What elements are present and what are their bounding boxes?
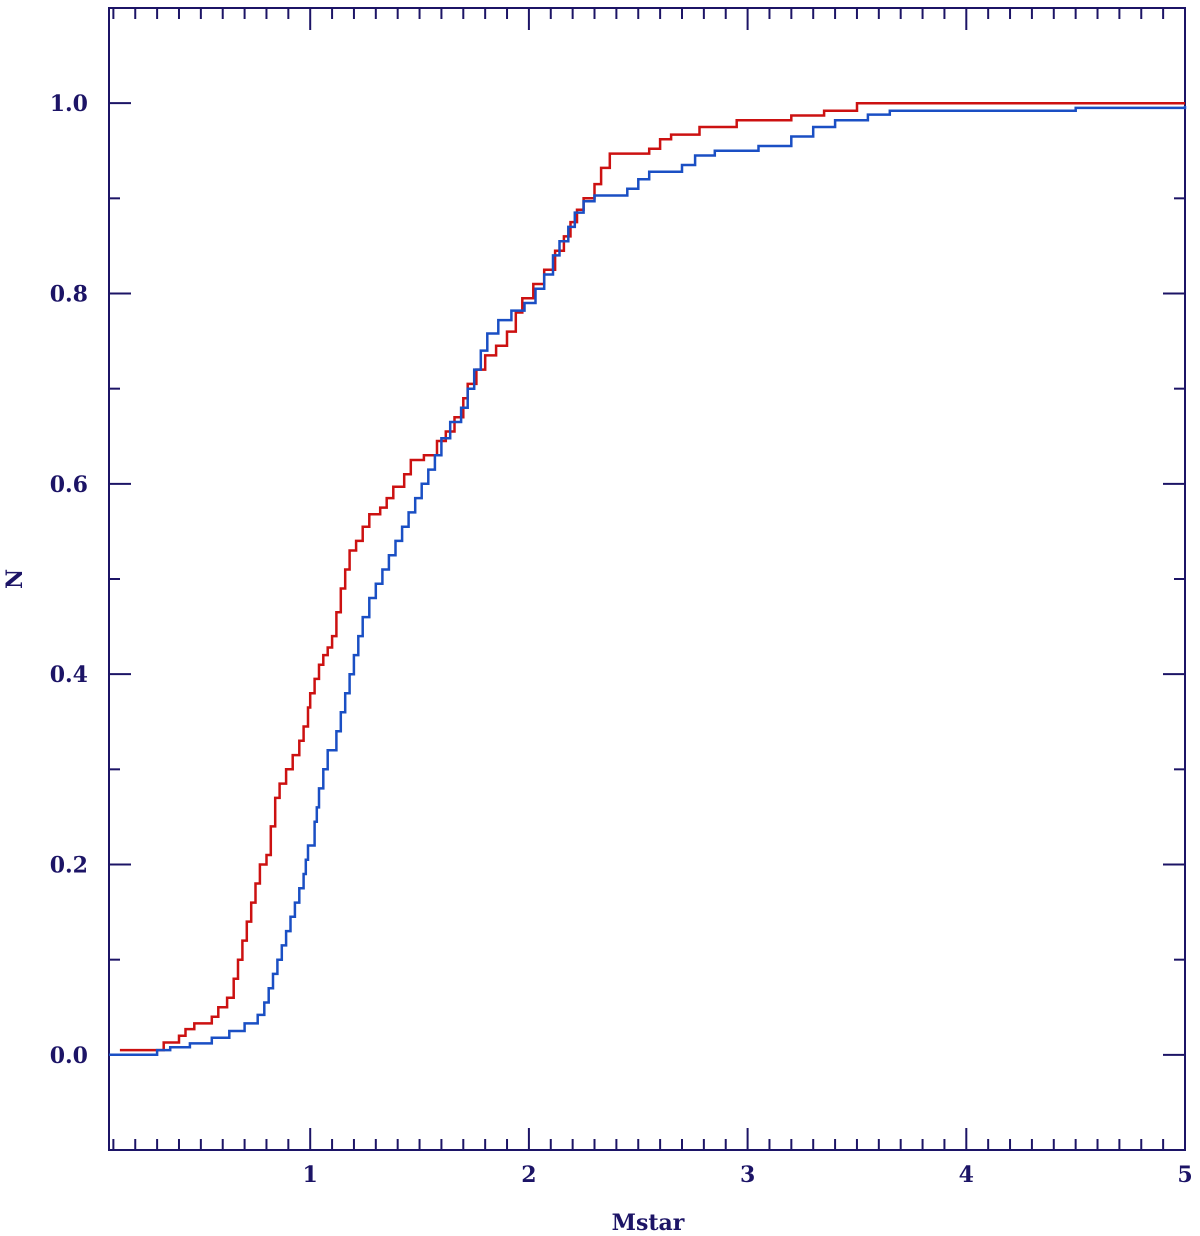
x-tick-label: 5 bbox=[1177, 1162, 1192, 1188]
y-tick-label: 0.2 bbox=[50, 853, 88, 879]
x-tick-label: 1 bbox=[303, 1162, 318, 1188]
y-tick-label: 1.0 bbox=[50, 91, 88, 117]
series-group bbox=[109, 101, 1187, 1057]
y-tick-label: 0.0 bbox=[50, 1043, 88, 1069]
x-axis-label: Mstar bbox=[612, 1210, 685, 1236]
tick-labels: 1 2 3 4 5 0.0 0.2 0.4 0.6 0.8 1.0 bbox=[50, 91, 1193, 1188]
y-axis-label: N bbox=[2, 569, 28, 589]
y-tick-label: 0.8 bbox=[50, 282, 88, 308]
series-line-1 bbox=[119, 101, 1185, 1052]
x-tick-label: 3 bbox=[740, 1162, 755, 1188]
y-tick-label: 0.4 bbox=[50, 662, 88, 688]
y-tick-label: 0.6 bbox=[50, 472, 88, 498]
tick-marks bbox=[109, 7, 1186, 1151]
x-tick-label: 2 bbox=[521, 1162, 536, 1188]
x-tick-label: 4 bbox=[959, 1162, 974, 1188]
series-line-2 bbox=[109, 106, 1187, 1057]
